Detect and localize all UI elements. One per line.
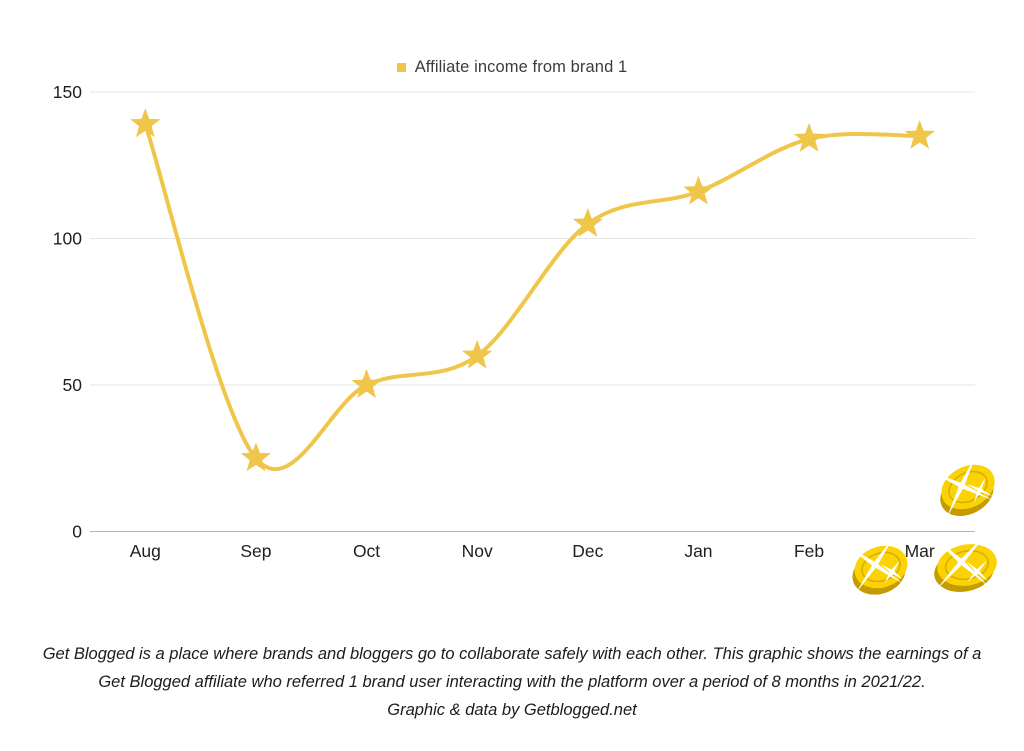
x-tick-label-Feb: Feb [794,541,824,561]
y-tick-label-0: 0 [72,522,82,542]
y-tick-label-150: 150 [53,82,82,102]
gold-coin-icon-3 [933,534,997,592]
legend-label: Affiliate income from brand 1 [414,57,628,76]
data-point-star-Dec [572,207,604,237]
x-tick-label-Aug: Aug [130,541,161,561]
caption: Get Blogged is a place where brands and … [0,640,1024,724]
data-point-star-Aug [130,108,161,138]
chart-legend: Affiliate income from brand 1 [0,56,1024,78]
data-point-star-Nov [461,339,493,369]
data-point-star-Mar [904,119,935,149]
x-tick-label-Jan: Jan [684,541,712,561]
gold-coin-icon-2 [847,536,908,595]
affiliate-income-line-chart: 0 50 100 150 Aug Sep Oct Nov Dec Jan Feb Mar [53,82,997,595]
y-tick-label-100: 100 [53,229,82,249]
x-tick-label-Sep: Sep [240,541,271,561]
data-point-star-Oct [351,369,382,398]
y-tick-label-50: 50 [63,375,83,395]
data-point-star-Feb [793,122,825,152]
x-tick-label-Dec: Dec [572,541,603,561]
data-point-star-Jan [683,175,714,205]
legend-marker-icon [396,62,406,72]
x-tick-label-Oct: Oct [353,541,380,561]
caption-line-2: Get Blogged affiliate who referred 1 bra… [98,673,926,691]
x-tick-label-Nov: Nov [462,541,493,561]
data-point-star-Sep [240,442,272,472]
x-tick-label-Mar: Mar [905,541,935,561]
caption-line-3: Graphic & data by Getblogged.net [387,701,637,719]
caption-line-1: Get Blogged is a place where brands and … [42,645,982,663]
series-line [143,122,922,471]
gold-coin-icon-1 [930,453,995,518]
